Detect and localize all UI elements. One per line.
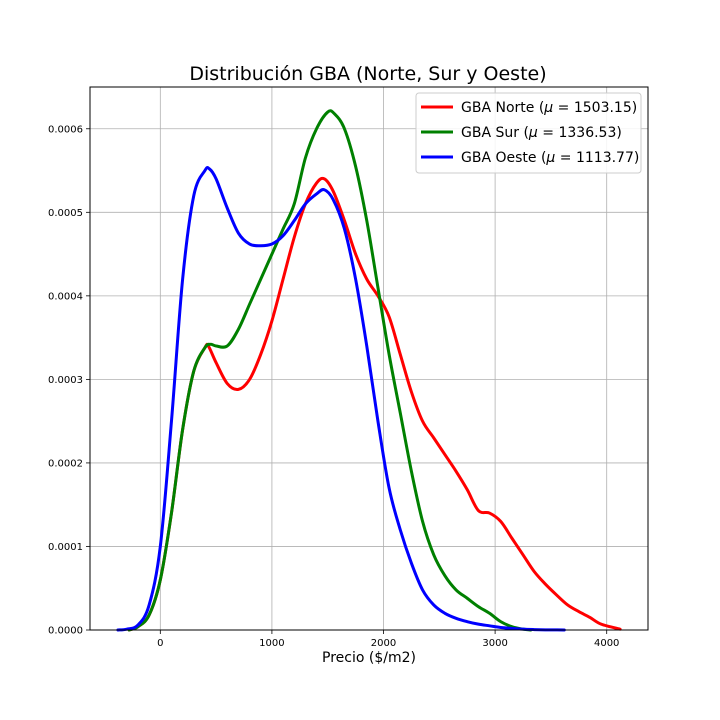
x-tick-label: 0 <box>157 638 163 649</box>
y-tick-label: 0.0004 <box>48 291 83 302</box>
x-tick-label: 4000 <box>594 638 619 649</box>
legend-label: GBA Sur (μ = 1336.53) <box>461 125 622 141</box>
series-line-gba-sur <box>127 109 533 632</box>
x-tick-label: 2000 <box>371 638 396 649</box>
y-tick-label: 0.0006 <box>48 124 83 135</box>
grid <box>90 87 648 631</box>
x-tick-label: 3000 <box>482 638 507 649</box>
legend-label: GBA Oeste (μ = 1113.77) <box>461 150 639 166</box>
x-axis-label: Precio ($/m2) <box>322 650 416 666</box>
legend-box <box>415 92 642 174</box>
y-tick-label: 0.0001 <box>48 542 83 553</box>
chart-title: Distribución GBA (Norte, Sur y Oeste) <box>189 63 546 85</box>
series-line-gba-oeste <box>116 166 566 632</box>
x-axis: 0 1000 2000 3000 4000 <box>157 630 619 649</box>
y-tick-label: 0.0005 <box>48 208 83 219</box>
y-tick-label: 0.0000 <box>48 626 83 637</box>
legend-item-gba-sur: GBA Sur (μ = 1336.53) <box>421 125 622 141</box>
legend-label: GBA Norte (μ = 1503.15) <box>461 100 637 116</box>
series-layer <box>116 109 622 632</box>
y-axis: 0.0000 0.0001 0.0002 0.0003 0.0004 0.0005 0.00… <box>48 124 90 637</box>
y-tick-label: 0.0002 <box>48 458 83 469</box>
y-tick-label: 0.0003 <box>48 375 83 386</box>
plot-frame <box>89 86 649 631</box>
x-tick-label: 1000 <box>259 638 284 649</box>
legend-item-gba-oeste: GBA Oeste (μ = 1113.77) <box>421 150 639 166</box>
legend: GBA Norte (μ = 1503.15) GBA Sur (μ = 1336… <box>415 92 642 174</box>
legend-item-gba-norte: GBA Norte (μ = 1503.15) <box>421 100 637 116</box>
